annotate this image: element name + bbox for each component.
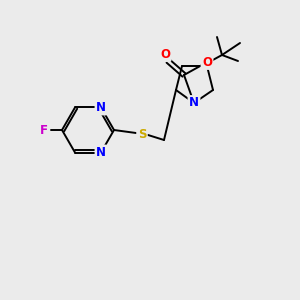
Text: N: N [96, 146, 106, 159]
Text: S: S [138, 128, 146, 140]
Text: F: F [40, 124, 48, 136]
Text: N: N [96, 101, 106, 114]
Text: O: O [160, 47, 170, 61]
Text: O: O [202, 56, 212, 68]
Text: N: N [189, 97, 199, 110]
